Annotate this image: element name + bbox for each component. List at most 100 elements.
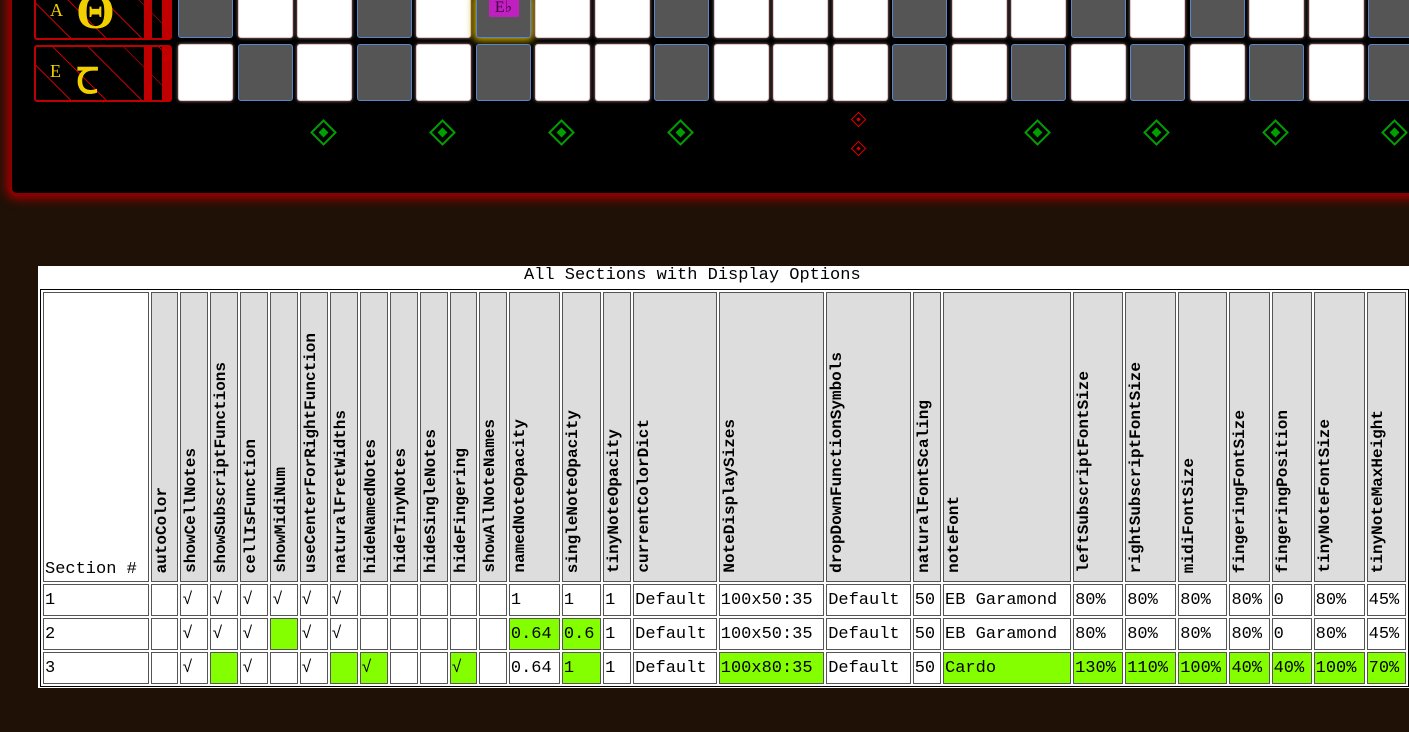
column-header-hidefingering[interactable]: hideFingering <box>449 292 477 582</box>
fret-cell[interactable] <box>1368 0 1409 38</box>
column-header-midifontsize[interactable]: midiFontSize <box>1178 292 1228 582</box>
fret-cell[interactable] <box>951 0 1007 38</box>
column-header-label: noteFont <box>945 496 964 573</box>
option-cell: √ <box>299 652 328 684</box>
column-header-notefont[interactable]: noteFont <box>943 292 1072 582</box>
option-cell: √ <box>299 618 328 650</box>
fret-cell[interactable] <box>773 0 828 38</box>
column-header-showmidinum[interactable]: showMidiNum <box>270 292 298 582</box>
fret-cell[interactable] <box>654 0 709 38</box>
column-header-label: hideSingleNotes <box>421 428 440 573</box>
fret-cell[interactable] <box>297 44 352 101</box>
option-cell <box>151 652 179 684</box>
option-cell: √ <box>329 618 358 650</box>
fret-cell[interactable] <box>1011 44 1066 101</box>
column-header-showcellnotes[interactable]: showCellNotes <box>180 292 209 582</box>
column-header-fingeringfontsize[interactable]: fingeringFontSize <box>1229 292 1270 582</box>
column-header-leftsubscriptfontsize[interactable]: leftSubscriptFontSize <box>1073 292 1124 582</box>
fret-cell[interactable] <box>178 44 233 101</box>
fret-cell[interactable] <box>416 44 471 101</box>
column-header-tinynoteopacity[interactable]: tinyNoteOpacity <box>603 292 632 582</box>
option-cell: 80% <box>1178 584 1228 616</box>
fret-cell[interactable] <box>1368 44 1409 101</box>
column-header-rightsubscriptfontsize[interactable]: rightSubscriptFontSize <box>1125 292 1177 582</box>
fret-cell[interactable]: E♭ <box>475 0 531 38</box>
option-cell: 50 <box>912 618 942 650</box>
column-header-label: showAllNoteNames <box>480 419 499 573</box>
fret-cell[interactable] <box>1130 44 1185 101</box>
fret-cell[interactable] <box>1189 0 1245 38</box>
fret-cell[interactable] <box>535 0 590 38</box>
fret-cell[interactable] <box>892 44 947 101</box>
fret-cell[interactable] <box>951 44 1007 101</box>
column-header-label: fingeringFontSize <box>1231 409 1250 573</box>
fret-cell[interactable] <box>1308 0 1364 38</box>
column-header-namednoteopacity[interactable]: namedNoteOpacity <box>508 292 560 582</box>
fret-cell[interactable] <box>1070 44 1126 101</box>
column-header-hidesinglenotes[interactable]: hideSingleNotes <box>419 292 448 582</box>
column-header-singlenoteopacity[interactable]: singleNoteOpacity <box>561 292 602 582</box>
column-header-autocolor[interactable]: autoColor <box>151 292 179 582</box>
fret-cell[interactable] <box>832 44 888 101</box>
column-header-hidetinynotes[interactable]: hideTinyNotes <box>389 292 418 582</box>
option-cell: √ <box>180 618 209 650</box>
column-header-label: naturalFontScaling <box>914 400 933 573</box>
fret-cell[interactable] <box>1189 44 1245 101</box>
option-cell: √ <box>210 618 239 650</box>
fret-cell[interactable] <box>892 0 947 38</box>
column-header-naturalfretwidths[interactable]: naturalFretWidths <box>329 292 358 582</box>
option-cell: 1 <box>603 652 632 684</box>
fret-cell[interactable] <box>178 0 233 38</box>
fret-cell[interactable] <box>1308 44 1364 101</box>
fret-cell[interactable] <box>1249 44 1304 101</box>
fret-cell[interactable] <box>297 0 352 38</box>
column-header-section[interactable]: Section # <box>43 292 150 582</box>
option-cell: Default <box>826 652 911 684</box>
fret-cell[interactable] <box>654 44 709 101</box>
fret-cell[interactable] <box>356 44 412 101</box>
option-cell: √ <box>270 584 298 616</box>
column-header-showsubscriptfunctions[interactable]: showSubscriptFunctions <box>210 292 239 582</box>
fret-cell[interactable] <box>237 44 293 101</box>
fret-cell[interactable] <box>713 44 769 101</box>
option-cell: √ <box>210 584 239 616</box>
column-header-showallnotenames[interactable]: showAllNoteNames <box>478 292 507 582</box>
fret-cell[interactable] <box>237 0 293 38</box>
fret-cell[interactable] <box>773 44 828 101</box>
fret-cell[interactable] <box>1249 0 1304 38</box>
column-header-fingeringposition[interactable]: fingeringPosition <box>1271 292 1312 582</box>
fret-cell[interactable] <box>594 44 650 101</box>
column-header-cellisfunction[interactable]: cellIsFunction <box>240 292 269 582</box>
table-row[interactable]: 2 √ √ √ √ √ 0.64 0.6 1 Default 100x50:35 Default 50 E… <box>43 618 1406 650</box>
highlighted-note: E♭ <box>488 0 519 17</box>
option-cell: 80% <box>1313 618 1365 650</box>
column-header-tinynotemaxheight[interactable]: tinyNoteMaxHeight <box>1366 292 1406 582</box>
table-row[interactable]: 3 √ √ √ √ √ 0.64 1 1 Default 100x80:35 Default 50 Car… <box>43 652 1406 684</box>
column-header-label: midiFontSize <box>1180 457 1199 573</box>
fret-cell[interactable] <box>832 0 888 38</box>
column-header-usecenterforrightfunction[interactable]: useCenterForRightFunction <box>299 292 328 582</box>
column-header-tinynotefontsize[interactable]: tinyNoteFontSize <box>1313 292 1365 582</box>
fret-cell[interactable] <box>1130 0 1185 38</box>
option-cell: 100% <box>1178 652 1228 684</box>
column-header-notedisplaysizes[interactable]: NoteDisplaySizes <box>718 292 825 582</box>
option-cell: √ <box>180 652 209 684</box>
table-row[interactable]: 1 √ √ √ √ √ √ 1 1 1 Default 100x50:35 Default 50 EB Ga… <box>43 584 1406 616</box>
fret-cell[interactable] <box>416 0 471 38</box>
column-header-label: showMidiNum <box>272 467 291 573</box>
fret-cell[interactable] <box>475 44 531 101</box>
fret-cell[interactable] <box>356 0 412 38</box>
fret-cell[interactable] <box>1011 0 1066 38</box>
column-header-naturalfontscaling[interactable]: naturalFontScaling <box>912 292 942 582</box>
column-header-hidenamednotes[interactable]: hideNamedNotes <box>359 292 388 582</box>
fret-cell[interactable] <box>535 44 590 101</box>
fret-cell[interactable] <box>1070 0 1126 38</box>
fret-cell[interactable] <box>713 0 769 38</box>
column-header-currentcolordict[interactable]: currentColorDict <box>633 292 717 582</box>
function-symbol: Ꞇ <box>76 61 99 101</box>
option-cell <box>329 652 358 684</box>
column-header-dropdownfunctionsymbols[interactable]: dropDownFunctionSymbols <box>826 292 911 582</box>
fret-cell[interactable] <box>594 0 650 38</box>
